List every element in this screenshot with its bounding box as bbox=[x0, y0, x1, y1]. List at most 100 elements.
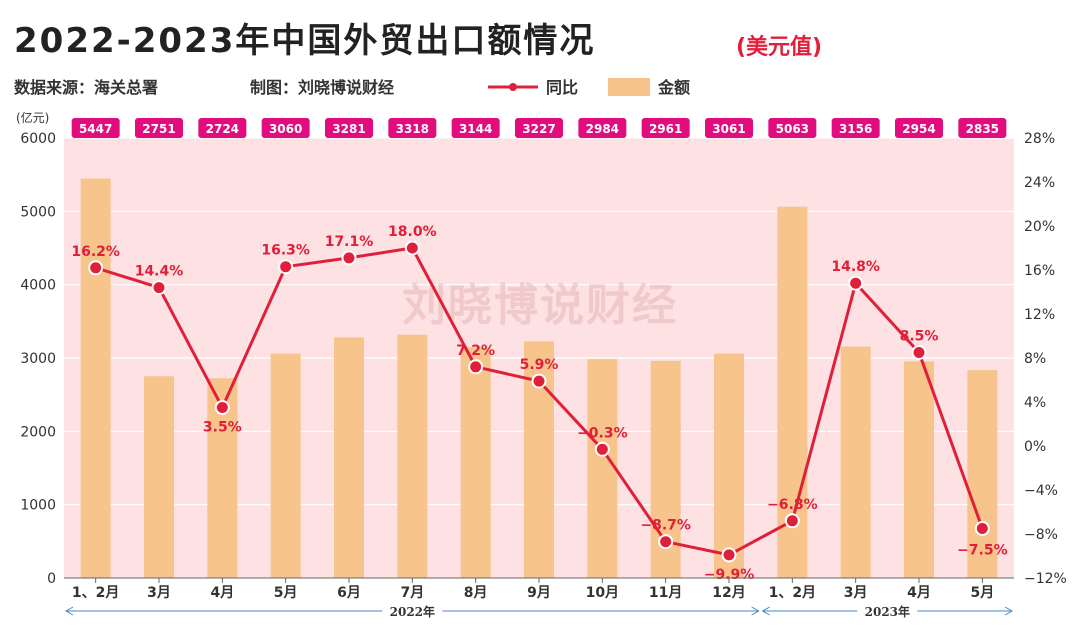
right-axis-tick-label: 24% bbox=[1024, 175, 1055, 191]
right-axis-tick-label: 8% bbox=[1024, 351, 1046, 367]
legend-bar-swatch bbox=[608, 78, 650, 96]
yoy-data-label: 14.4% bbox=[135, 264, 184, 280]
legend-label-yoy: 同比 bbox=[546, 78, 578, 97]
yoy-data-label: −7.5% bbox=[957, 543, 1008, 559]
yoy-point bbox=[721, 547, 737, 563]
yoy-data-label: 3.5% bbox=[203, 420, 242, 436]
value-tag-label: 3318 bbox=[396, 122, 429, 136]
yoy-point bbox=[531, 373, 547, 389]
yoy-point bbox=[468, 359, 484, 375]
yoy-data-label: 8.5% bbox=[900, 329, 939, 345]
value-tag-label: 2724 bbox=[206, 122, 239, 136]
left-axis-tick-label: 4000 bbox=[20, 278, 56, 294]
bar bbox=[270, 353, 301, 578]
value-tag-label: 2835 bbox=[966, 122, 999, 136]
value-tag-box bbox=[198, 118, 247, 138]
value-tag-box bbox=[388, 118, 437, 138]
category-label: 9月 bbox=[527, 585, 551, 601]
value-tag-label: 3227 bbox=[522, 122, 555, 136]
year-group-label: 2023年 bbox=[865, 604, 910, 619]
year-bracket-arrow bbox=[1004, 606, 1014, 616]
category-label: 4月 bbox=[210, 585, 234, 601]
watermark-text: 刘晓博说财经 bbox=[402, 280, 678, 331]
yoy-data-label: −6.8% bbox=[767, 497, 818, 513]
value-tag-box bbox=[768, 118, 817, 138]
category-label: 12月 bbox=[712, 585, 745, 601]
yoy-data-label: −9.9% bbox=[704, 567, 755, 583]
yoy-point bbox=[278, 259, 294, 275]
legend-line-marker bbox=[509, 83, 517, 91]
year-bracket-arrow bbox=[64, 606, 74, 616]
bar bbox=[144, 376, 174, 578]
yoy-data-label: 14.8% bbox=[831, 259, 880, 275]
right-axis-tick-label: 16% bbox=[1024, 263, 1055, 279]
yoy-point bbox=[404, 240, 420, 256]
x-axis: 1、2月 3月 4月 5月 6月 7月 8月 9月 10月 11月 12月 1、2月 3月 4月 5月 bbox=[64, 577, 1014, 601]
yoy-data-label: 7.2% bbox=[456, 343, 495, 359]
right-axis-tick-label: 20% bbox=[1024, 219, 1055, 235]
value-tag-label: 2954 bbox=[902, 122, 935, 136]
value-tag-label: 3060 bbox=[269, 122, 302, 136]
yoy-point bbox=[594, 441, 610, 457]
yoy-data-label: −8.7% bbox=[640, 518, 691, 534]
category-label: 8月 bbox=[464, 585, 488, 601]
legend-label-amount: 金额 bbox=[657, 78, 690, 97]
value-tag-label: 5063 bbox=[776, 122, 809, 136]
bars bbox=[80, 178, 998, 579]
yoy-point bbox=[974, 521, 990, 536]
category-label: 3月 bbox=[147, 585, 171, 601]
chart-subtitle: (美元值) bbox=[736, 34, 822, 60]
value-tag-box bbox=[325, 118, 373, 138]
yoy-point bbox=[658, 534, 674, 550]
bar bbox=[840, 346, 871, 578]
yoy-point bbox=[911, 345, 927, 360]
value-tags: 5447 2751 2724 3060 3281 3318 3144 3227 2984 2961… bbox=[71, 118, 1007, 138]
yoy-data-label: 17.1% bbox=[325, 234, 374, 250]
bar bbox=[397, 334, 428, 578]
watermark-layer: 刘晓博说财经 bbox=[402, 280, 678, 331]
yoy-point bbox=[784, 513, 800, 529]
category-label: 1、2月 bbox=[72, 585, 119, 601]
yoy-data-label: 16.2% bbox=[71, 244, 120, 260]
left-axis-tick-label: 0 bbox=[47, 571, 56, 587]
bar bbox=[714, 353, 744, 578]
value-tag-box bbox=[451, 118, 500, 138]
yoy-data-label: 18.0% bbox=[388, 224, 437, 240]
yoy-point bbox=[341, 250, 357, 266]
left-axis-tick-label: 6000 bbox=[20, 131, 56, 147]
value-tag-label: 5447 bbox=[79, 122, 112, 136]
value-tag-label: 2961 bbox=[649, 122, 682, 136]
right-axis: −12% −8% −4% 0% 4% 8% 12% 16% 20% 24% 28% bbox=[1024, 131, 1067, 587]
category-label: 5月 bbox=[274, 585, 298, 601]
yoy-line: 16.2% 14.4% 3.5% 16.3% 17.1% 18.0% 7.2% 5.9% −0.… bbox=[71, 224, 1007, 583]
value-tag-box bbox=[958, 118, 1007, 138]
value-tag-box bbox=[578, 118, 627, 138]
right-axis-tick-label: 0% bbox=[1024, 439, 1046, 455]
year-groups: 2022年 2023年 bbox=[64, 604, 1014, 619]
value-tag-label: 3061 bbox=[712, 122, 745, 136]
value-tag-box bbox=[135, 118, 183, 138]
bar bbox=[334, 337, 364, 578]
value-tag-label: 2751 bbox=[142, 122, 175, 136]
value-tag-box bbox=[261, 118, 310, 138]
yoy-point bbox=[88, 260, 104, 276]
yoy-data-label: 16.3% bbox=[261, 243, 310, 259]
right-axis-tick-label: −8% bbox=[1024, 527, 1058, 543]
yoy-data-label: −0.3% bbox=[577, 425, 628, 441]
category-label: 10月 bbox=[586, 585, 619, 601]
value-tag-box bbox=[705, 118, 753, 138]
left-axis-tick-label: 2000 bbox=[20, 424, 56, 440]
category-label: 5月 bbox=[970, 585, 994, 601]
value-tag-box bbox=[515, 118, 563, 138]
category-label: 6月 bbox=[337, 585, 361, 601]
category-label: 1、2月 bbox=[769, 585, 816, 601]
value-tag-label: 3144 bbox=[459, 122, 492, 136]
left-axis: (亿元) 0 1000 2000 3000 4000 5000 6000 bbox=[16, 110, 56, 587]
chart-title: 2022-2023年中国外贸出口额情况 bbox=[14, 21, 595, 61]
value-tag-label: 3156 bbox=[839, 122, 872, 136]
bar bbox=[587, 359, 618, 578]
yoy-point bbox=[848, 275, 864, 291]
right-axis-tick-label: −12% bbox=[1024, 571, 1067, 587]
credit-text: 制图：刘晓博说财经 bbox=[250, 78, 394, 97]
right-axis-tick-label: −4% bbox=[1024, 483, 1058, 499]
